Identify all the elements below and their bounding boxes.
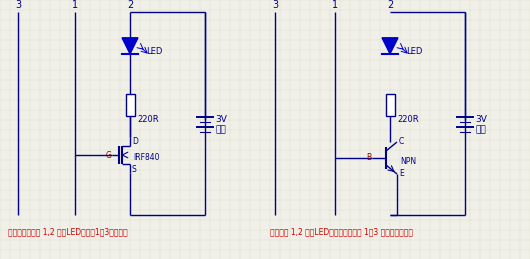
Text: G: G (106, 150, 112, 160)
Text: LED: LED (146, 47, 162, 55)
Text: 电源: 电源 (215, 126, 226, 134)
Text: B: B (366, 154, 372, 162)
Bar (126, 94, 135, 116)
Text: LED: LED (406, 47, 422, 55)
Text: C: C (399, 136, 404, 146)
Text: 3V: 3V (475, 116, 487, 125)
Text: 3: 3 (15, 0, 21, 10)
Text: 220R: 220R (137, 114, 158, 124)
Bar (385, 94, 394, 116)
Text: 电源: 电源 (475, 126, 486, 134)
Polygon shape (382, 38, 398, 54)
Text: NPN: NPN (400, 157, 416, 167)
Text: 2: 2 (387, 0, 393, 10)
Text: E: E (399, 169, 404, 178)
Text: 1: 1 (72, 0, 78, 10)
Text: 1: 1 (332, 0, 338, 10)
Text: 用手触摸 1,2 之间LED灯会亮吗？触摸 1和3 之间会不会亮？: 用手触摸 1,2 之间LED灯会亮吗？触摸 1和3 之间会不会亮？ (270, 227, 413, 236)
Text: D: D (132, 136, 138, 146)
Text: 说明：用手触摸 1,2 之间LED灯亮，1和3之间灯灯: 说明：用手触摸 1,2 之间LED灯亮，1和3之间灯灯 (8, 227, 128, 236)
Polygon shape (122, 38, 138, 54)
Text: S: S (132, 164, 137, 174)
Text: 3V: 3V (215, 116, 227, 125)
Text: 2: 2 (127, 0, 133, 10)
Text: 220R: 220R (397, 114, 419, 124)
Text: IRF840: IRF840 (133, 153, 160, 162)
Text: 3: 3 (272, 0, 278, 10)
